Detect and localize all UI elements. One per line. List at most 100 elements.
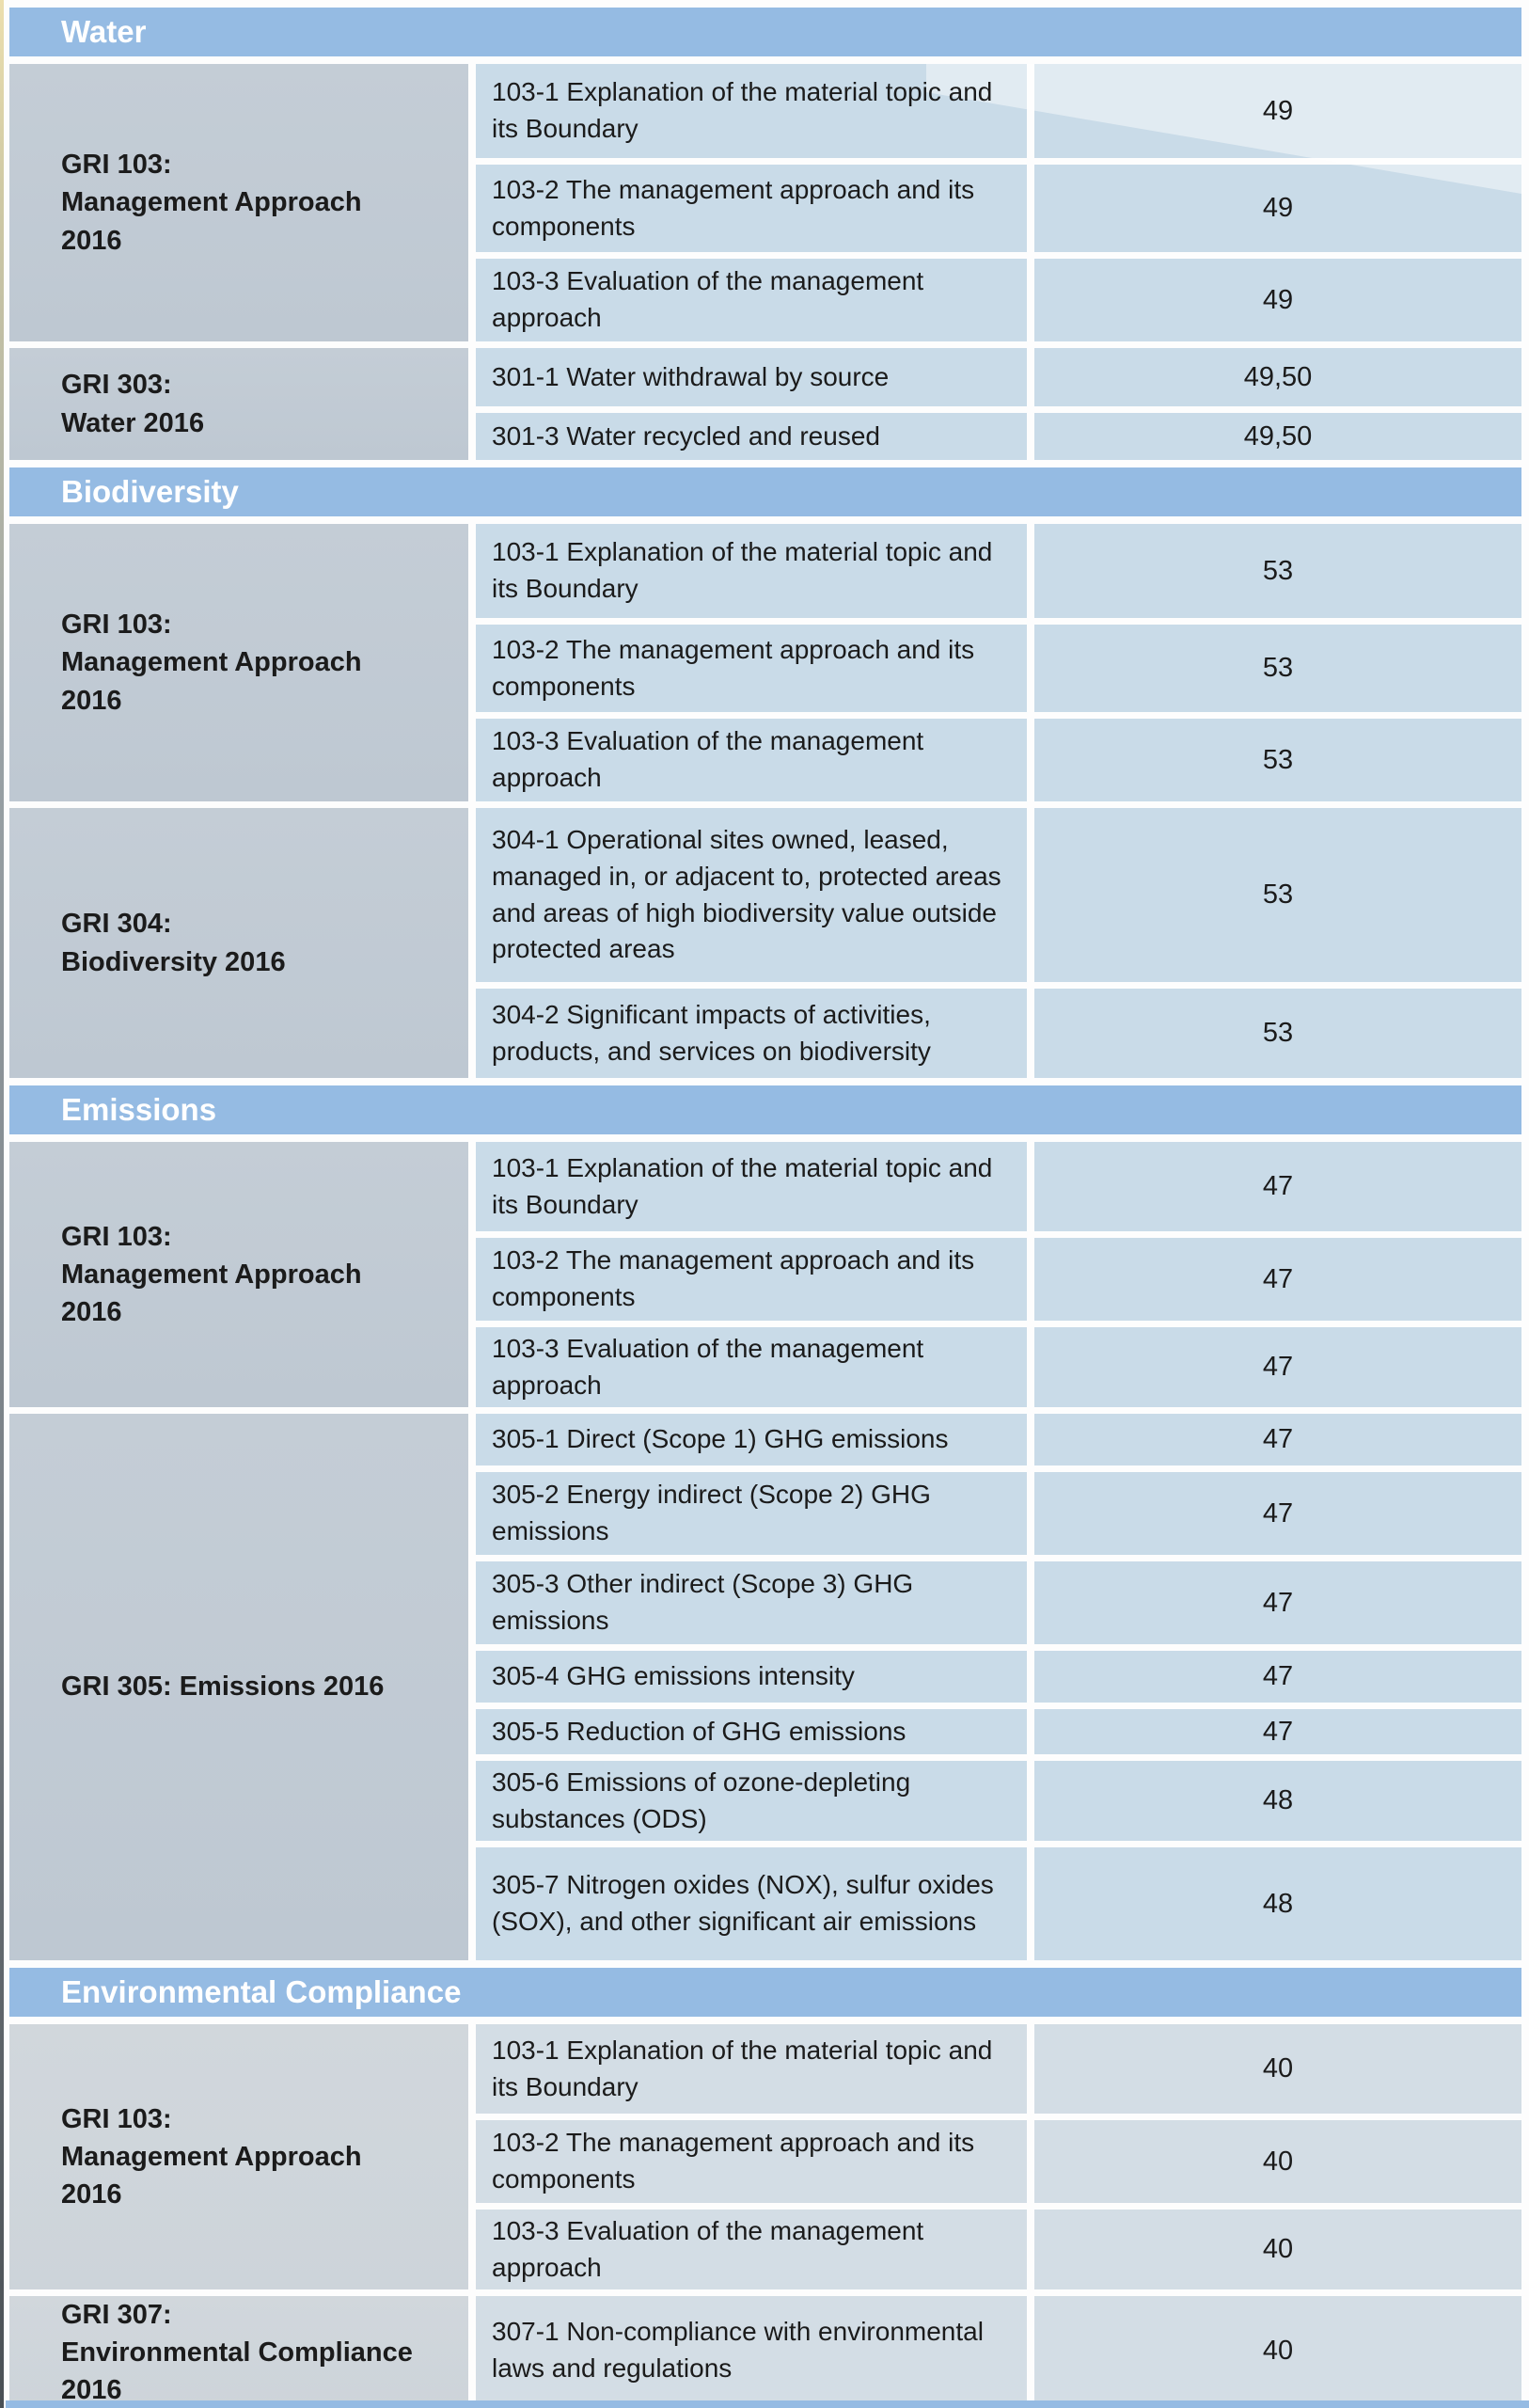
- page-cell: 47: [1034, 1472, 1521, 1555]
- gri-standard-label: GRI 305: Emissions 2016: [61, 1671, 385, 1703]
- disclosure-text: 103-2 The management approach and its co…: [492, 174, 975, 241]
- page-number: 47: [1262, 1263, 1294, 1294]
- disclosure-text: 103-2 The management approach and its co…: [492, 2128, 975, 2194]
- page-cell: 53: [1034, 625, 1521, 712]
- disclosure-cell: 103-3 Evaluation of the management appro…: [476, 719, 1027, 801]
- disclosure-text: 103-2 The management approach and its co…: [492, 1245, 975, 1311]
- disclosure-cell: 305-6 Emissions of ozone-depleting subst…: [476, 1761, 1027, 1841]
- slide-edge-strip: [0, 0, 4, 2408]
- gri-block: GRI 103: Management Approach 2016 103-1 …: [9, 64, 1521, 341]
- page-cell: 47: [1034, 1142, 1521, 1231]
- page-cell: 40: [1034, 2210, 1521, 2289]
- table-row: 305-2 Energy indirect (Scope 2) GHG emis…: [476, 1472, 1521, 1555]
- page-cell: 49: [1034, 64, 1521, 158]
- page-cell: 47: [1034, 1709, 1521, 1754]
- page-number: 47: [1262, 1424, 1294, 1454]
- table-row: 305-1 Direct (Scope 1) GHG emissions 47: [476, 1414, 1521, 1465]
- gri-standard-cell: GRI 307: Environmental Compliance 2016: [9, 2296, 468, 2408]
- gri-standard-label: GRI 103: Management Approach 2016: [61, 1221, 362, 1327]
- disclosure-rows: 103-1 Explanation of the material topic …: [476, 2024, 1521, 2289]
- disclosure-text: 103-1 Explanation of the material topic …: [492, 537, 993, 603]
- page-number: 49: [1262, 284, 1294, 315]
- table-row: 103-1 Explanation of the material topic …: [476, 2024, 1521, 2114]
- table-row: 304-2 Significant impacts of activities,…: [476, 989, 1521, 1078]
- disclosure-text: 103-3 Evaluation of the management appro…: [492, 1333, 924, 1400]
- table-row: 103-2 The management approach and its co…: [476, 165, 1521, 252]
- gri-block: GRI 307: Environmental Compliance 2016 3…: [9, 2296, 1521, 2408]
- disclosure-rows: 301-1 Water withdrawal by source 49,50 3…: [476, 348, 1521, 460]
- page-cell: 48: [1034, 1761, 1521, 1841]
- page-number: 47: [1262, 1587, 1294, 1618]
- page-number: 53: [1262, 653, 1294, 683]
- table-row: 305-3 Other indirect (Scope 3) GHG emiss…: [476, 1561, 1521, 1644]
- gri-standard-cell: GRI 303: Water 2016: [9, 348, 468, 460]
- disclosure-cell: 305-5 Reduction of GHG emissions: [476, 1709, 1027, 1754]
- page-cell: 48: [1034, 1847, 1521, 1960]
- table-row: 103-2 The management approach and its co…: [476, 2120, 1521, 2203]
- section-title: Emissions: [61, 1092, 217, 1127]
- page-number: 40: [1262, 2146, 1294, 2177]
- page-cell: 49: [1034, 259, 1521, 341]
- page-cell: 53: [1034, 524, 1521, 618]
- table-row: 103-1 Explanation of the material topic …: [476, 64, 1521, 158]
- gri-standard-label: GRI 304: Biodiversity 2016: [61, 909, 286, 977]
- disclosure-cell: 103-1 Explanation of the material topic …: [476, 1142, 1027, 1231]
- table-row: 103-3 Evaluation of the management appro…: [476, 1327, 1521, 1407]
- section-water: Water GRI 103: Management Approach 2016 …: [9, 8, 1521, 460]
- disclosure-cell: 304-1 Operational sites owned, leased, m…: [476, 808, 1027, 982]
- disclosure-rows: 103-1 Explanation of the material topic …: [476, 64, 1521, 341]
- disclosure-cell: 103-3 Evaluation of the management appro…: [476, 2210, 1027, 2289]
- page-number: 53: [1262, 555, 1294, 586]
- disclosure-text: 301-3 Water recycled and reused: [492, 420, 880, 451]
- disclosure-rows: 307-1 Non-compliance with environmental …: [476, 2296, 1521, 2408]
- disclosure-text: 305-2 Energy indirect (Scope 2) GHG emis…: [492, 1480, 931, 1545]
- page-number: 48: [1262, 1785, 1294, 1815]
- disclosure-rows: 305-1 Direct (Scope 1) GHG emissions 47 …: [476, 1414, 1521, 1960]
- page-cell: 40: [1034, 2120, 1521, 2203]
- disclosure-rows: 103-1 Explanation of the material topic …: [476, 1142, 1521, 1407]
- gri-standard-label: GRI 307: Environmental Compliance 2016: [61, 2300, 413, 2406]
- section-biodiversity: Biodiversity GRI 103: Management Approac…: [9, 467, 1521, 1078]
- disclosure-text: 305-7 Nitrogen oxides (NOX), sulfur oxid…: [492, 1870, 994, 1936]
- disclosure-cell: 305-2 Energy indirect (Scope 2) GHG emis…: [476, 1472, 1027, 1555]
- page-cell: 53: [1034, 808, 1521, 982]
- disclosure-text: 305-1 Direct (Scope 1) GHG emissions: [492, 1424, 949, 1454]
- gri-standard-label: GRI 103: Management Approach 2016: [61, 610, 362, 716]
- disclosure-text: 103-3 Evaluation of the management appro…: [492, 726, 924, 792]
- disclosure-cell: 103-3 Evaluation of the management appro…: [476, 1327, 1027, 1407]
- table-row: 103-3 Evaluation of the management appro…: [476, 259, 1521, 341]
- disclosure-text: 305-4 GHG emissions intensity: [492, 1661, 855, 1691]
- gri-standard-cell: GRI 103: Management Approach 2016: [9, 2024, 468, 2289]
- gri-standard-cell: GRI 103: Management Approach 2016: [9, 524, 468, 801]
- page-number: 47: [1262, 1716, 1294, 1747]
- page-number: 47: [1262, 1497, 1294, 1529]
- page-cell: 47: [1034, 1651, 1521, 1703]
- disclosure-cell: 103-2 The management approach and its co…: [476, 165, 1027, 252]
- section-emissions: Emissions GRI 103: Management Approach 2…: [9, 1085, 1521, 1960]
- table-row: 103-3 Evaluation of the management appro…: [476, 719, 1521, 801]
- section-header: Environmental Compliance: [9, 1968, 1521, 2017]
- page-number: 40: [1262, 2053, 1294, 2083]
- gri-block: GRI 303: Water 2016 301-1 Water withdraw…: [9, 348, 1521, 460]
- gri-block: GRI 103: Management Approach 2016 103-1 …: [9, 1142, 1521, 1407]
- page-cell: 47: [1034, 1561, 1521, 1644]
- page-number: 48: [1262, 1888, 1294, 1919]
- table-row: 103-1 Explanation of the material topic …: [476, 1142, 1521, 1231]
- page-number: 49,50: [1243, 361, 1313, 392]
- table-row: 301-3 Water recycled and reused 49,50: [476, 413, 1521, 460]
- page-number: 47: [1262, 1661, 1294, 1691]
- page-number: 49: [1262, 95, 1294, 126]
- section-title: Water: [61, 14, 147, 49]
- page-cell: 49,50: [1034, 348, 1521, 406]
- gri-content-index-table: Water GRI 103: Management Approach 2016 …: [9, 0, 1521, 2408]
- disclosure-cell: 305-7 Nitrogen oxides (NOX), sulfur oxid…: [476, 1847, 1027, 1960]
- page-number: 49: [1262, 193, 1294, 223]
- gri-standard-label: GRI 303: Water 2016: [61, 370, 205, 438]
- page-number: 47: [1262, 1171, 1294, 1201]
- disclosure-cell: 305-3 Other indirect (Scope 3) GHG emiss…: [476, 1561, 1027, 1644]
- page-cell: 53: [1034, 989, 1521, 1078]
- disclosure-cell: 304-2 Significant impacts of activities,…: [476, 989, 1027, 1078]
- gri-standard-cell: GRI 304: Biodiversity 2016: [9, 808, 468, 1078]
- page-number: 47: [1262, 1352, 1294, 1382]
- section-environmental-compliance: Environmental Compliance GRI 103: Manage…: [9, 1968, 1521, 2408]
